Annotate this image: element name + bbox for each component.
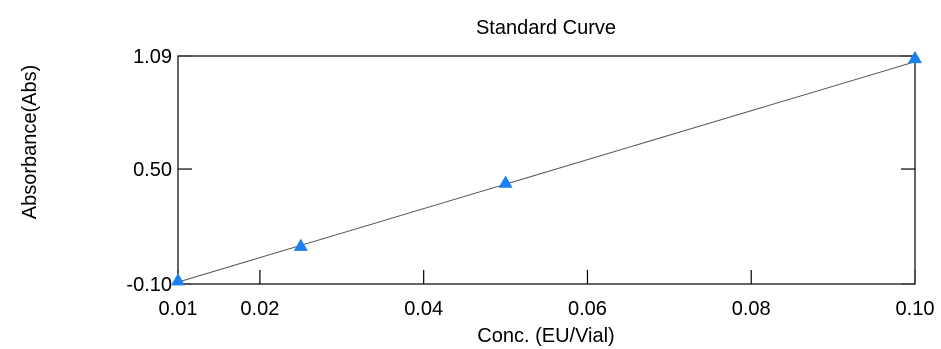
- y-tick-label: -0.10: [126, 274, 172, 296]
- plot-area-frame: [177, 55, 916, 285]
- fit-line: [177, 61, 916, 283]
- x-tick-label: 0.10: [896, 298, 935, 320]
- data-point-triangle: [498, 175, 513, 188]
- chart-title: Standard Curve: [476, 17, 616, 39]
- x-tick-label: 0.06: [568, 298, 607, 320]
- data-point-triangle: [293, 238, 308, 251]
- y-tick-label: 0.50: [133, 159, 172, 181]
- x-axis-ticks: 0.01 0.02 0.04 0.06 0.08 0.10: [159, 270, 935, 320]
- x-tick-label: 0.08: [732, 298, 771, 320]
- data-point-triangle: [171, 273, 185, 286]
- x-tick-label: 0.01: [159, 298, 198, 320]
- y-tick-label: 1.09: [133, 46, 172, 68]
- data-point-triangle: [908, 50, 922, 64]
- x-tick-label: 0.04: [404, 298, 443, 320]
- data-points: [171, 50, 922, 286]
- y-axis-ticks: -0.10 0.50 1.09: [126, 46, 915, 296]
- x-axis-label: Conc. (EU/Vial): [477, 325, 614, 347]
- y-axis-label: Absorbance(Abs): [19, 65, 41, 220]
- x-tick-label: 0.02: [240, 298, 279, 320]
